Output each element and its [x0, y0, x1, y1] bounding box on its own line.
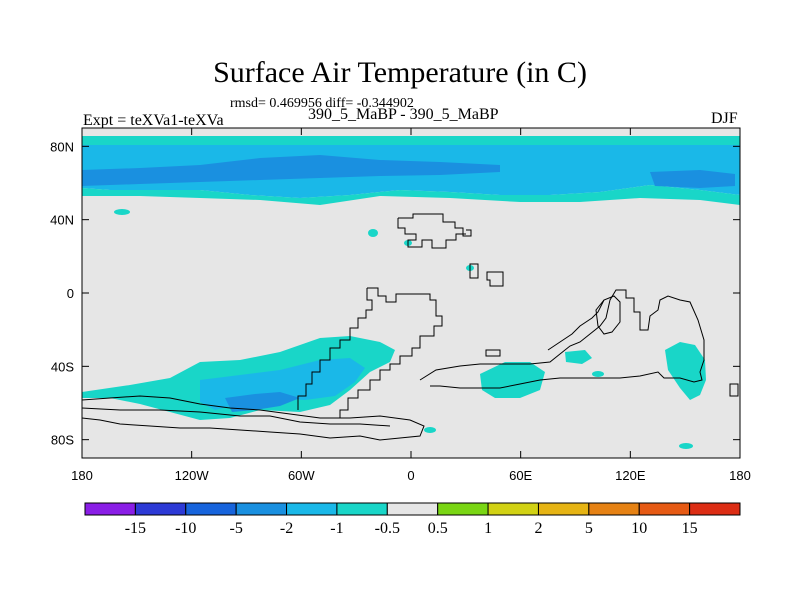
anomaly-region-south-atlantic-deep: [225, 392, 300, 412]
anomaly-fill: [82, 136, 740, 449]
anomaly-patch: [368, 229, 378, 237]
colorbar-box: [689, 502, 741, 516]
stats-label: rmsd= 0.469956 diff= -0.344902: [230, 96, 414, 111]
colorbar-label: 0.5: [428, 520, 448, 537]
colorbar-box: [185, 502, 237, 516]
colorbar-label: -0.5: [375, 520, 400, 537]
lon-tick-label: 180: [729, 468, 751, 483]
lon-tick-label: 180: [71, 468, 93, 483]
colorbar-label: -5: [229, 520, 242, 537]
experiment-label: Expt = teXVa1-teXVa: [83, 112, 224, 129]
lat-tick-label: 80N: [50, 139, 74, 154]
lon-tick-label: 120W: [175, 468, 210, 483]
coastline-australia: [595, 295, 621, 335]
colorbar-box: [437, 502, 489, 516]
colorbar-label: 15: [682, 520, 698, 537]
chart-title: Surface Air Temperature (in C): [213, 56, 587, 89]
anomaly-patch: [114, 209, 130, 215]
season-label: DJF: [711, 110, 738, 127]
coastline-antarctic-inner: [82, 407, 391, 427]
colorbar-box: [487, 502, 539, 516]
lon-tick-label: 60E: [509, 468, 532, 483]
lat-tick-label: 40S: [51, 359, 74, 374]
anomaly-patch: [679, 443, 693, 449]
anomaly-patch: [424, 427, 436, 433]
lat-tick-label: 40N: [50, 213, 74, 228]
latitude-axis: 80N 40N 0 40S 80S: [50, 139, 740, 448]
lon-tick-label: 0: [407, 468, 414, 483]
anomaly-region-indian: [480, 362, 545, 398]
anomaly-region-arctic-spot: [650, 170, 735, 188]
colorbar-label: -15: [125, 520, 146, 537]
colorbar-label: -1: [330, 520, 343, 537]
coastlines: [82, 213, 739, 441]
colorbar-box: [386, 502, 439, 516]
coastline-indochina: [547, 299, 605, 351]
anomaly-region-arctic-core: [82, 155, 500, 186]
lat-tick-label: 80S: [51, 433, 74, 448]
colorbar-box: [638, 502, 691, 516]
anomaly-region-arctic-edge: [82, 136, 740, 205]
colorbar-box: [84, 502, 136, 516]
colorbar-box: [235, 502, 288, 516]
colorbar-box: [286, 502, 338, 516]
lat-tick-label: 0: [67, 286, 74, 301]
colorbar-box: [336, 502, 388, 516]
coastline-africa: [419, 289, 705, 389]
colorbar-label: 1: [484, 520, 492, 537]
colorbar-label: 5: [585, 520, 593, 537]
colorbar-label: -2: [280, 520, 293, 537]
colorbar-box: [134, 502, 187, 516]
coastline-east: [729, 383, 739, 397]
colorbar-box: [588, 502, 640, 516]
anomaly-region-madagascar: [565, 350, 592, 364]
lon-tick-label: 120E: [615, 468, 646, 483]
colorbar-label: 2: [534, 520, 542, 537]
coastline-america-south: [297, 287, 443, 418]
coastline-antarctic: [82, 395, 425, 441]
colorbar-label: -10: [175, 520, 196, 537]
anomaly-patch: [592, 371, 604, 377]
lon-tick-label: 60W: [288, 468, 315, 483]
colorbar-label: 10: [631, 520, 647, 537]
coastline-europe: [397, 213, 472, 249]
run-label: 390_5_MaBP - 390_5_MaBP: [308, 106, 499, 123]
colorbar-box: [537, 502, 590, 516]
anomaly-region-pacific-east: [665, 342, 706, 400]
longitude-axis: 180 120W 60W 0 60E 120E 180: [71, 128, 751, 483]
coastline-arabia: [469, 263, 504, 287]
